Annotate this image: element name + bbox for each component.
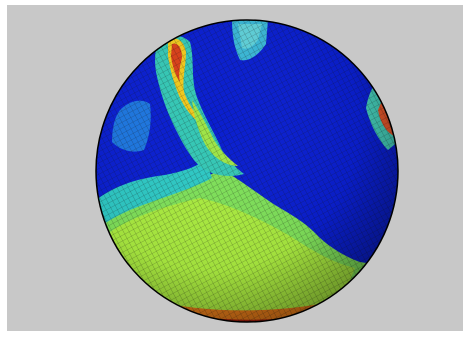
- sphere-outline: [95, 19, 399, 323]
- sphere-shading: [96, 20, 398, 322]
- sphere-surface: [96, 20, 398, 322]
